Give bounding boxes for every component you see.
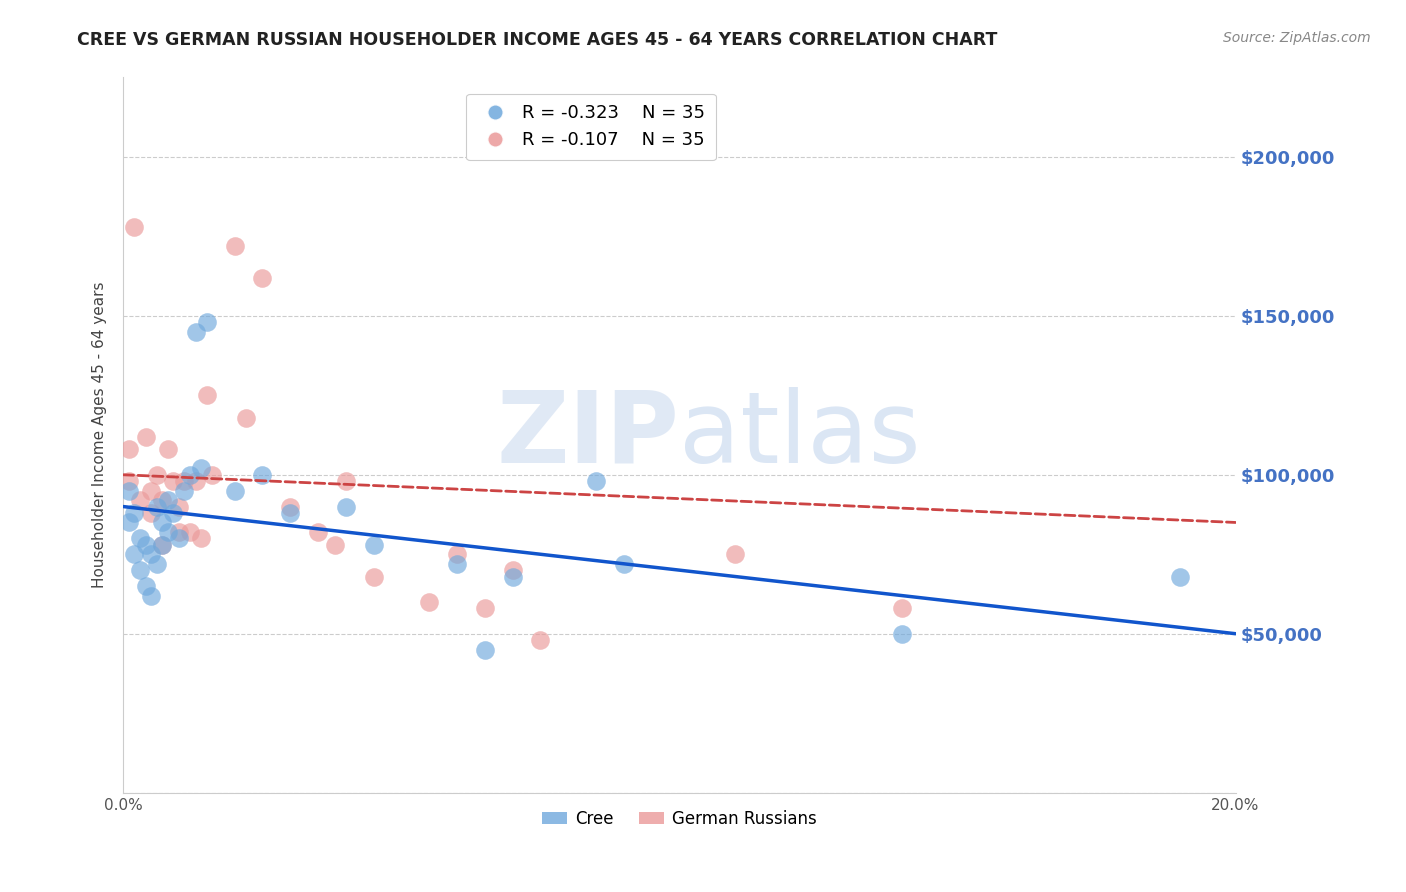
- Point: [323, 538, 346, 552]
- Point: [335, 500, 357, 514]
- Point: [179, 524, 201, 539]
- Point: [201, 467, 224, 482]
- Point: [190, 532, 212, 546]
- Point: [529, 633, 551, 648]
- Point: [190, 461, 212, 475]
- Point: [446, 547, 468, 561]
- Point: [145, 557, 167, 571]
- Point: [173, 483, 195, 498]
- Y-axis label: Householder Income Ages 45 - 64 years: Householder Income Ages 45 - 64 years: [93, 282, 107, 589]
- Text: ZIP: ZIP: [496, 386, 679, 483]
- Point: [124, 547, 146, 561]
- Point: [156, 524, 179, 539]
- Point: [363, 538, 385, 552]
- Point: [363, 569, 385, 583]
- Point: [278, 506, 301, 520]
- Point: [118, 516, 141, 530]
- Point: [167, 500, 190, 514]
- Point: [474, 601, 496, 615]
- Text: CREE VS GERMAN RUSSIAN HOUSEHOLDER INCOME AGES 45 - 64 YEARS CORRELATION CHART: CREE VS GERMAN RUSSIAN HOUSEHOLDER INCOM…: [77, 31, 998, 49]
- Point: [195, 388, 218, 402]
- Point: [124, 219, 146, 234]
- Point: [139, 547, 162, 561]
- Point: [184, 325, 207, 339]
- Point: [585, 474, 607, 488]
- Point: [724, 547, 747, 561]
- Point: [145, 500, 167, 514]
- Point: [278, 500, 301, 514]
- Point: [195, 315, 218, 329]
- Point: [139, 589, 162, 603]
- Point: [418, 595, 440, 609]
- Point: [252, 467, 274, 482]
- Point: [474, 642, 496, 657]
- Point: [118, 483, 141, 498]
- Point: [224, 483, 246, 498]
- Point: [890, 601, 912, 615]
- Text: Source: ZipAtlas.com: Source: ZipAtlas.com: [1223, 31, 1371, 45]
- Point: [162, 474, 184, 488]
- Point: [150, 493, 173, 508]
- Point: [173, 474, 195, 488]
- Point: [139, 483, 162, 498]
- Point: [129, 493, 152, 508]
- Point: [150, 516, 173, 530]
- Point: [502, 569, 524, 583]
- Point: [145, 467, 167, 482]
- Point: [118, 442, 141, 457]
- Point: [135, 579, 157, 593]
- Point: [890, 626, 912, 640]
- Point: [118, 474, 141, 488]
- Point: [179, 467, 201, 482]
- Point: [167, 524, 190, 539]
- Point: [129, 532, 152, 546]
- Point: [235, 410, 257, 425]
- Point: [613, 557, 636, 571]
- Point: [307, 524, 329, 539]
- Text: atlas: atlas: [679, 386, 921, 483]
- Point: [139, 506, 162, 520]
- Legend: Cree, German Russians: Cree, German Russians: [536, 803, 824, 834]
- Point: [150, 538, 173, 552]
- Point: [1168, 569, 1191, 583]
- Point: [446, 557, 468, 571]
- Point: [135, 430, 157, 444]
- Point: [135, 538, 157, 552]
- Point: [150, 538, 173, 552]
- Point: [224, 239, 246, 253]
- Point: [167, 532, 190, 546]
- Point: [129, 563, 152, 577]
- Point: [502, 563, 524, 577]
- Point: [124, 506, 146, 520]
- Point: [162, 506, 184, 520]
- Point: [252, 270, 274, 285]
- Point: [156, 493, 179, 508]
- Point: [184, 474, 207, 488]
- Point: [156, 442, 179, 457]
- Point: [335, 474, 357, 488]
